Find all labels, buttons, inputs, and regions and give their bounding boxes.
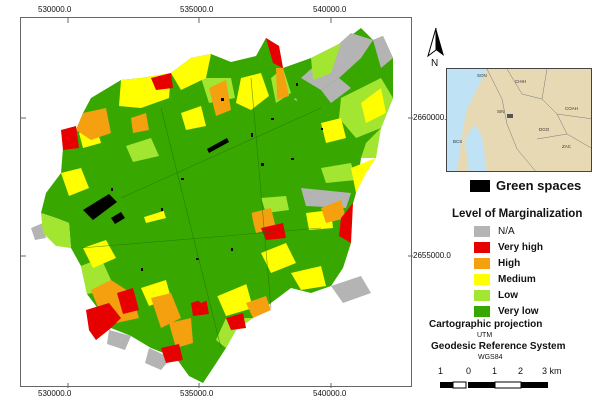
- scale-label: 2: [518, 366, 524, 376]
- map-frame[interactable]: [20, 17, 413, 388]
- very-high-areas: [61, 38, 353, 363]
- scale-bar-graphic: [440, 381, 548, 389]
- x-tick-label: 540000.0: [313, 5, 347, 14]
- legend-label: Low: [498, 290, 518, 301]
- legend-swatch: [474, 258, 490, 269]
- inset-label: ZAC: [562, 144, 571, 149]
- legend-label: Medium: [498, 274, 536, 285]
- green-spaces-label: Green spaces: [496, 178, 582, 193]
- legend-item-very-high: Very high: [474, 242, 543, 253]
- x-tick-label: 530000.0: [38, 389, 72, 398]
- legend-label: Very low: [498, 306, 539, 317]
- legend-item-medium: Medium: [474, 274, 536, 285]
- legend-item-na: N/A: [474, 226, 515, 237]
- inset-map[interactable]: SON CHIH SIN COAH DGO BCS ZAC: [446, 68, 592, 172]
- scale-bar: 1 0 1 2 3 km: [438, 366, 593, 396]
- scale-label: 1: [438, 366, 444, 376]
- legend-item-high: High: [474, 258, 520, 269]
- y-tick-label: 2660000.0: [413, 113, 451, 122]
- green-spaces: [83, 83, 323, 271]
- very-low-areas: [101, 98, 321, 303]
- x-tick-label: 535000.0: [180, 389, 214, 398]
- marginalization-map[interactable]: [21, 18, 413, 388]
- inset-label: DGO: [539, 127, 550, 132]
- projection-value: UTM: [477, 332, 493, 339]
- scale-label: 3 km: [542, 366, 562, 376]
- inset-label: SON: [477, 73, 487, 78]
- legend-swatch: [474, 290, 490, 301]
- legend-swatch: [474, 226, 490, 237]
- x-tick-label: 540000.0: [313, 389, 347, 398]
- inset-label: COAH: [565, 106, 579, 111]
- inset-label: CHIH: [515, 79, 526, 84]
- legend-swatch: [474, 306, 490, 317]
- legend-title: Level of Marginalization: [452, 208, 583, 220]
- y-tick-label: 2655000.0: [413, 251, 451, 260]
- inset-label: SIN: [497, 109, 505, 114]
- x-tick-label: 530000.0: [38, 5, 72, 14]
- legend-label: High: [498, 258, 521, 269]
- inset-map-drawing: [447, 69, 591, 171]
- geodesic-title: Geodesic Reference System: [431, 341, 566, 352]
- legend-item-low: Low: [474, 290, 518, 301]
- geodesic-value: WGS84: [478, 354, 503, 361]
- legend-swatch: [474, 274, 490, 285]
- x-tick-label: 535000.0: [180, 5, 214, 14]
- legend-swatch: [474, 242, 490, 253]
- legend-label: N/A: [498, 226, 515, 237]
- north-arrow-icon: [427, 27, 444, 58]
- scale-label: 0: [466, 366, 472, 376]
- projection-title: Cartographic projection: [429, 319, 543, 330]
- green-spaces-swatch: [470, 179, 490, 192]
- green-spaces-legend: Green spaces: [470, 178, 581, 193]
- legend-label: Very high: [498, 242, 544, 253]
- scale-label: 1: [492, 366, 498, 376]
- legend-item-very-low: Very low: [474, 306, 539, 317]
- inset-label: BCS: [453, 139, 463, 144]
- north-label: N: [431, 58, 439, 69]
